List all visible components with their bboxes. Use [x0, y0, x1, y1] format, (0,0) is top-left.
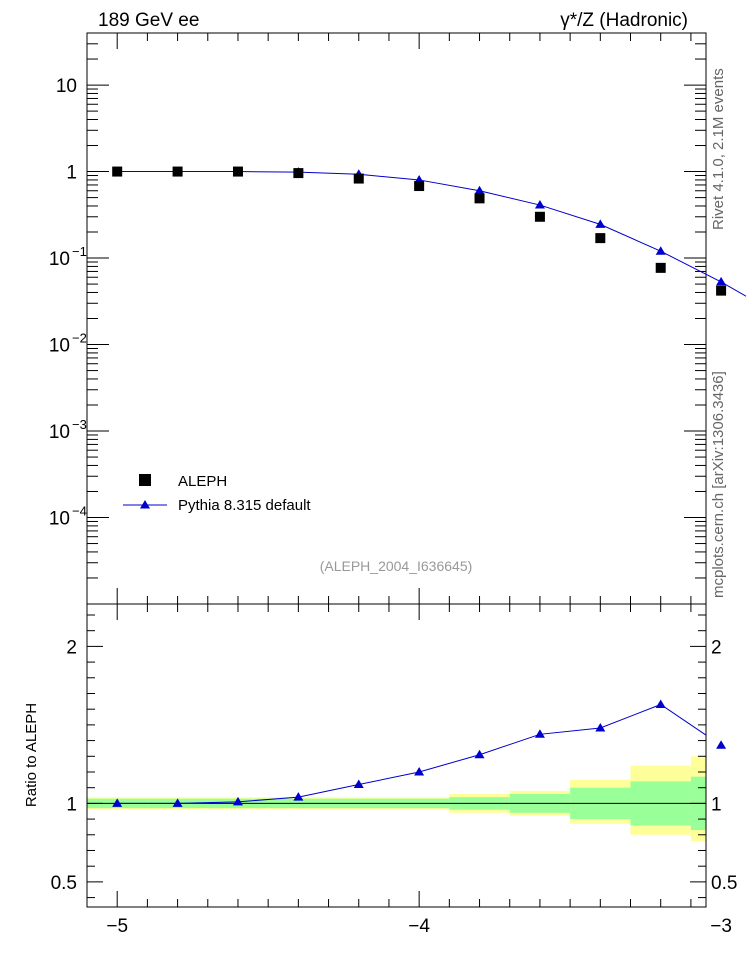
- aleph-point: [112, 166, 123, 177]
- ratio-y-tick-label: 1: [66, 794, 77, 815]
- y-tick-exponent: −1: [72, 244, 87, 259]
- y-tick-label: 1: [66, 163, 77, 184]
- legend-marker-pythia: [140, 500, 150, 509]
- y-tick-exponent: −3: [72, 417, 87, 432]
- ratio-pythia-point: [172, 798, 183, 807]
- ratio-axis-label: Ratio to ALEPH: [23, 703, 40, 807]
- ratio-panel: 0.5 0.5 1 1 2 2 −5 −4 −3: [51, 603, 737, 937]
- ratio-y-tick-label: 2: [66, 637, 77, 658]
- process-label: γ*/Z (Hadronic): [560, 10, 688, 31]
- aleph-point: [353, 173, 364, 184]
- aleph-point: [293, 168, 304, 179]
- ratio-pythia-point: [595, 723, 606, 732]
- ratio-pythia-point: [474, 749, 485, 759]
- y-tick-label: 10: [49, 336, 70, 357]
- ratio-pythia-point: [534, 729, 545, 738]
- legend: ALEPH Pythia 8.315 default: [123, 473, 311, 514]
- aleph-point: [655, 262, 666, 273]
- x-tick-label: −3: [710, 916, 732, 937]
- legend-label-pythia: Pythia 8.315 default: [178, 497, 311, 514]
- aleph-point: [716, 285, 727, 296]
- pythia-point: [716, 276, 727, 286]
- ratio-pythia-point: [353, 779, 364, 789]
- ratio-pythia-point: [112, 798, 123, 807]
- y-tick-label: 10: [56, 76, 77, 97]
- aleph-point: [414, 181, 425, 192]
- x-tick-label: −4: [408, 916, 430, 937]
- ratio-y-tick-label-right: 2: [711, 637, 722, 658]
- legend-label-aleph: ALEPH: [178, 473, 227, 490]
- y-tick-label: 10: [49, 509, 70, 530]
- y-tick-exponent: −4: [72, 504, 87, 519]
- y-tick-exponent: −2: [72, 331, 87, 346]
- ratio-pythia-point: [293, 792, 304, 801]
- pythia-point: [595, 219, 606, 228]
- aleph-point: [474, 193, 485, 204]
- ratio-pythia-point: [414, 766, 425, 776]
- pythia-point: [655, 246, 666, 255]
- aleph-point: [595, 233, 606, 244]
- y-tick-label: 10: [49, 422, 70, 443]
- energy-label: 189 GeV ee: [98, 10, 199, 31]
- pythia-line: [117, 171, 746, 297]
- legend-marker-aleph: [139, 474, 151, 486]
- rivet-version-label: Rivet 4.1.0, 2.1M events: [710, 68, 727, 230]
- ratio-pythia-point: [716, 740, 727, 749]
- ratio-pythia-point: [655, 699, 666, 708]
- analysis-watermark: (ALEPH_2004_I636645): [320, 558, 473, 574]
- aleph-point: [534, 211, 545, 222]
- y-tick-label: 10: [49, 249, 70, 270]
- main-frame: [86, 32, 707, 605]
- ratio-y-tick-label-right: 0.5: [711, 873, 737, 894]
- mcplots-label: mcplots.cern.ch [arXiv:1306.3436]: [710, 371, 727, 598]
- pythia-point: [474, 185, 485, 195]
- ratio-y-tick-label: 0.5: [51, 873, 77, 894]
- x-tick-label: −5: [106, 916, 128, 937]
- ratio-pythia-line: [117, 703, 706, 804]
- pythia-point: [534, 200, 545, 209]
- ratio-y-tick-label-right: 1: [711, 794, 722, 815]
- ratio-pythia-point: [232, 796, 243, 806]
- ratio-frame: [86, 603, 707, 908]
- aleph-point: [232, 166, 243, 177]
- ratio-uncertainty-bands: [87, 756, 706, 842]
- aleph-point: [172, 166, 183, 177]
